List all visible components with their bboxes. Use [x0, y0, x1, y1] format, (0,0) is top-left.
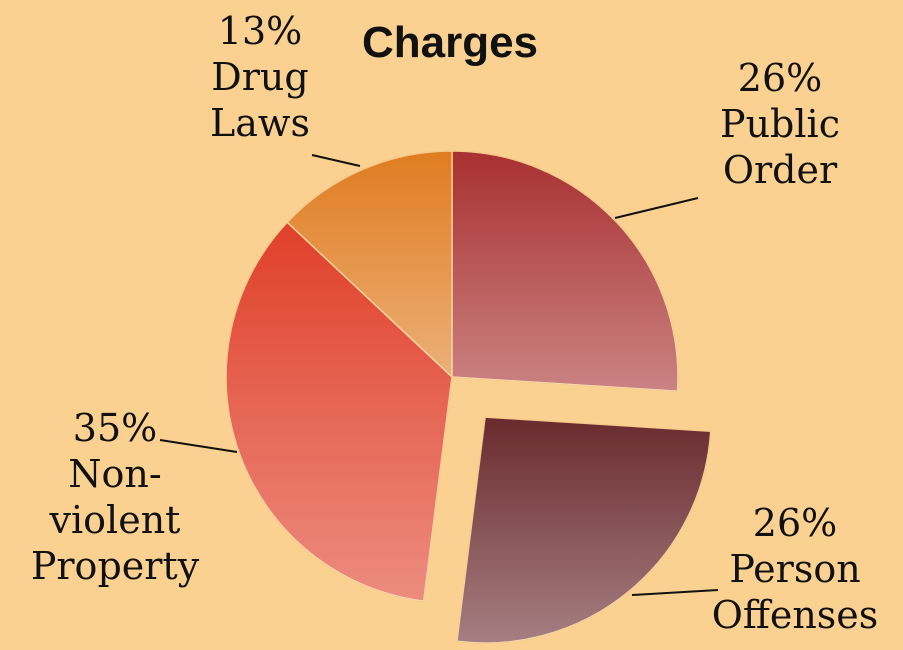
category-label: Person Offenses — [711, 547, 879, 637]
category-label: Non-violent Property — [30, 452, 200, 588]
value-label: 13% — [217, 9, 303, 53]
value-label: 26% — [737, 56, 823, 100]
pie-slice — [451, 150, 679, 392]
slice-label: 13% Drug Laws — [170, 8, 350, 146]
value-label: 26% — [752, 501, 838, 545]
category-label: Public Order — [720, 102, 840, 192]
chart-title: Charges — [361, 18, 539, 67]
leader-line — [631, 589, 719, 596]
leader-line — [311, 154, 361, 167]
slice-label: 26% Person Offenses — [690, 500, 900, 638]
leader-line — [159, 439, 238, 453]
slice-label: 35% Non-violent Property — [10, 405, 220, 589]
pie-slice — [455, 416, 712, 644]
value-label: 35% — [72, 406, 158, 450]
leader-line — [614, 197, 699, 219]
category-label: Drug Laws — [210, 55, 310, 145]
slice-label: 26% Public Order — [690, 55, 870, 193]
